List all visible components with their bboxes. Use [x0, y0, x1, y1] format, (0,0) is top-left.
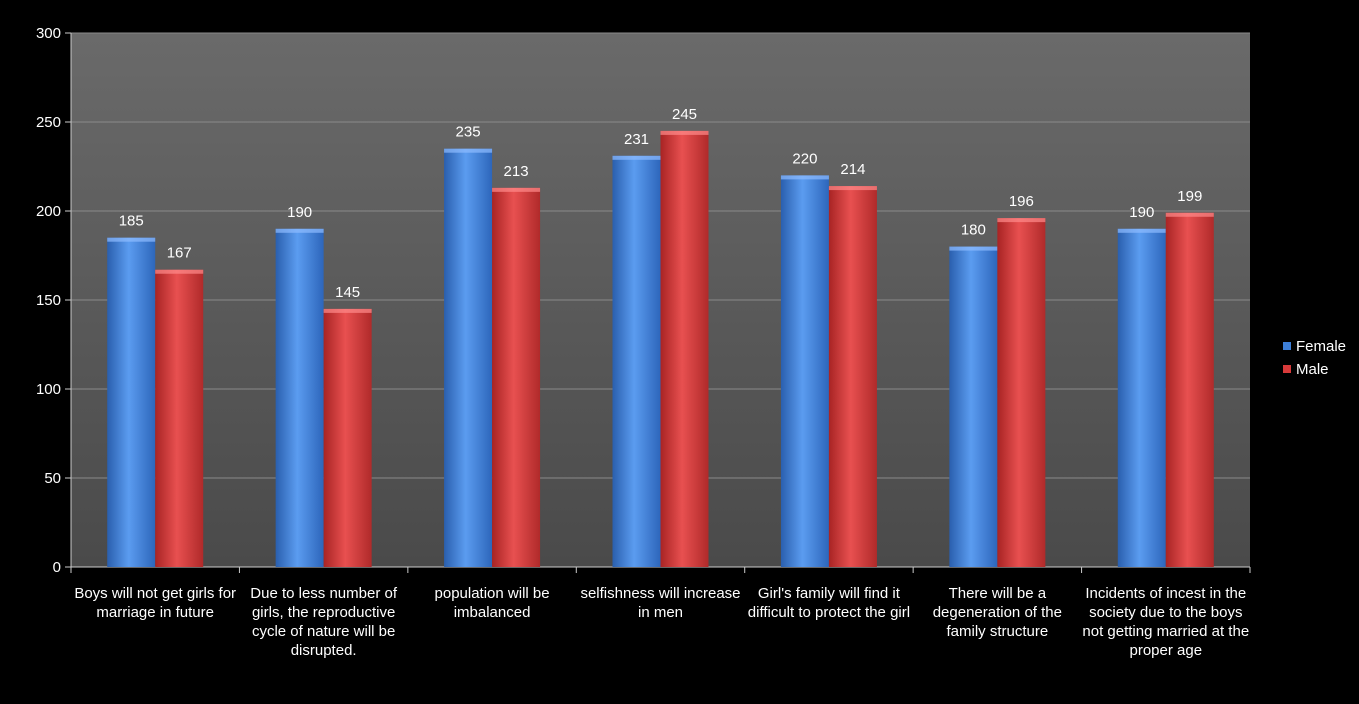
bar-female [444, 148, 493, 567]
data-label: 199 [1177, 188, 1202, 205]
bars [107, 130, 1214, 568]
x-category-label: Incidents of incest in the society due t… [1082, 585, 1250, 659]
x-category-label: population will be imbalanced [434, 585, 550, 621]
y-tick-label: 250 [36, 114, 61, 131]
data-label: 214 [840, 161, 865, 178]
bar-top-highlight [997, 218, 1046, 223]
bar-top-highlight [492, 187, 541, 192]
data-label: 231 [624, 131, 649, 148]
data-label: 167 [167, 245, 192, 262]
data-label: 190 [1129, 204, 1154, 221]
data-label: 185 [119, 213, 144, 230]
data-label: 235 [456, 124, 481, 141]
data-label: 145 [335, 284, 360, 301]
y-tick-label: 50 [44, 470, 61, 487]
bar-male [1165, 212, 1214, 567]
bar-top-highlight [107, 237, 156, 242]
bar-male [323, 308, 372, 567]
y-tick-label: 0 [53, 559, 61, 576]
bar-female [780, 175, 829, 567]
bar-top-highlight [612, 155, 661, 160]
bar-female [612, 155, 661, 567]
data-label: 213 [504, 163, 529, 180]
bar-top-highlight [828, 186, 877, 191]
y-tick-label: 150 [36, 292, 61, 309]
bar-top-highlight [949, 246, 998, 251]
x-category-label: There will be a degeneration of the fami… [932, 585, 1062, 640]
bar-female [275, 228, 324, 568]
bar-male [660, 130, 709, 567]
bar-top-highlight [444, 148, 493, 153]
y-tick-label: 200 [36, 203, 61, 220]
bar-top-highlight [323, 308, 372, 313]
bar-female [1117, 228, 1166, 568]
bar-top-highlight [1117, 228, 1166, 233]
legend-item-male: Male [1283, 358, 1346, 380]
bar-male [492, 187, 541, 568]
bar-male [828, 186, 877, 567]
bar-female [949, 246, 998, 567]
bar-top-highlight [275, 228, 324, 233]
data-label: 220 [792, 150, 817, 167]
bar-male [155, 269, 204, 567]
y-tick-label: 300 [36, 25, 61, 42]
x-category-label: Girl's family will find it difficult to … [747, 585, 911, 621]
legend-swatch-female [1283, 342, 1291, 350]
x-category-label: selfishness will increase in men [580, 585, 741, 621]
bar-male [997, 218, 1046, 567]
data-label: 190 [287, 204, 312, 221]
bar-top-highlight [1165, 212, 1214, 217]
data-labels: 185 167 190 145 235 213 231 245 220 214 180 196 190 1… [119, 106, 1203, 301]
bar-top-highlight [660, 130, 709, 135]
bar-top-highlight [780, 175, 829, 180]
legend-label-female: Female [1296, 337, 1347, 355]
data-label: 245 [672, 106, 697, 123]
legend: Female Male [1283, 335, 1346, 381]
legend-label-male: Male [1296, 360, 1329, 378]
bar-top-highlight [155, 269, 204, 274]
legend-swatch-male [1283, 365, 1291, 373]
data-label: 180 [961, 222, 986, 239]
axes: 0 50 100 150 200 250 300 [36, 25, 1251, 576]
x-category-label: Due to less number of girls, the reprodu… [250, 585, 398, 659]
data-label: 196 [1009, 193, 1034, 210]
x-category-label: Boys will not get girls for marriage in … [74, 585, 237, 621]
y-tick-label: 100 [36, 381, 61, 398]
bar-female [107, 237, 156, 567]
legend-item-female: Female [1283, 335, 1346, 357]
